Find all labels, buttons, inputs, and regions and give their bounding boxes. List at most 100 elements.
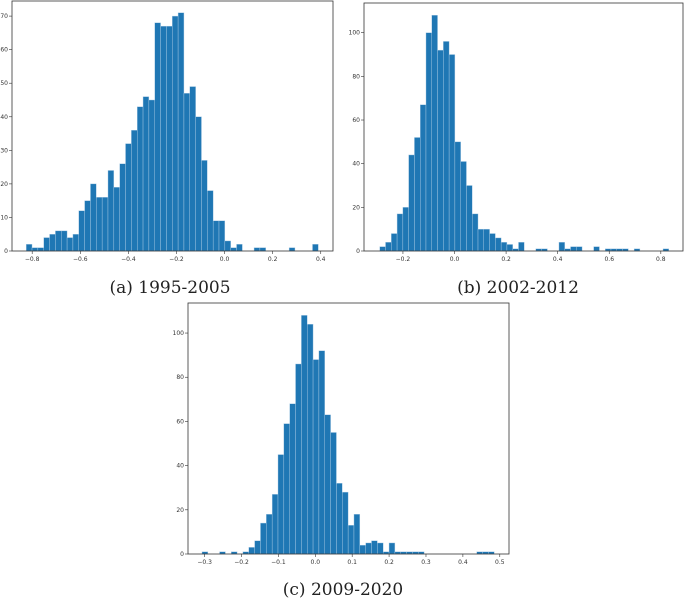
histogram-bar [72, 234, 79, 252]
x-tick-label: −0.2 [396, 256, 411, 263]
histogram-bar [189, 86, 196, 252]
histogram-bar [379, 246, 386, 252]
histogram-c: −0.3 −0.2 −0.1 0.0 0.1 0.2 0.3 0.4 0.5 0 20 40 60 80 1… [160, 295, 520, 570]
histogram-bar [78, 210, 85, 252]
histogram-bar [408, 154, 415, 252]
histogram-bar [172, 15, 179, 252]
histogram-bar [224, 240, 231, 252]
y-tick-label: 0 [4, 248, 8, 255]
histogram-bar [365, 542, 372, 555]
x-tick-label: 0.2 [501, 256, 511, 263]
histogram-bar [66, 237, 74, 252]
histogram-bar [385, 242, 392, 252]
y-tick-label: 0 [180, 551, 184, 558]
caption-a: (a) 1995-2005 [109, 278, 231, 298]
histogram-bar [570, 246, 577, 252]
x-tick-label: 0.4 [458, 559, 468, 566]
histogram-bar [448, 54, 456, 252]
histogram-bar [396, 213, 404, 252]
histogram-bar [31, 247, 39, 252]
histogram-bar [472, 213, 479, 252]
histogram-bar [414, 137, 421, 252]
x-tick-label: −0.2 [169, 256, 184, 263]
histogram-bar [336, 483, 343, 555]
histogram-bar [347, 525, 355, 555]
histogram-bar [324, 414, 331, 555]
y-tick-label: 60 [0, 47, 8, 54]
histogram-bar [289, 403, 296, 555]
y-tick-label: 80 [176, 374, 184, 381]
histogram-bar [495, 237, 502, 252]
y-tick-label: 70 [0, 13, 8, 20]
histogram-bar [230, 247, 237, 252]
x-tick-label: 0.4 [316, 256, 326, 263]
y-tick-label: 100 [173, 330, 185, 337]
histogram-bar [489, 233, 496, 252]
histogram-bar [55, 230, 62, 252]
histogram-bar [107, 170, 115, 252]
histogram-bar [402, 207, 409, 252]
histogram-bar [90, 183, 97, 252]
histogram-bar [96, 197, 103, 252]
histogram-bar [359, 544, 366, 555]
x-tick-label: 0.2 [268, 256, 278, 263]
histogram-bar [437, 49, 444, 252]
y-tick-label: 40 [176, 463, 184, 470]
histogram-bar [254, 540, 261, 555]
histogram-bar [119, 163, 126, 252]
histogram-b: −0.2 0.0 0.2 0.4 0.6 0.8 0 20 40 60 80 100 [340, 0, 685, 265]
caption-c: (c) 2009-2020 [282, 580, 404, 600]
histogram-bar [259, 247, 266, 252]
x-tick-label: 0.8 [656, 256, 666, 263]
histogram-bar [49, 234, 56, 252]
plot-frame [187, 302, 510, 555]
histogram-bar [113, 187, 120, 252]
histogram-bar [43, 237, 50, 252]
histogram-bar [148, 99, 155, 252]
histogram-bar [431, 15, 438, 252]
histogram-bar [131, 129, 138, 252]
histogram-bar [500, 242, 508, 252]
histogram-bar [207, 190, 214, 252]
x-tick-label: 0.5 [495, 559, 505, 566]
y-tick-label: 40 [0, 114, 8, 121]
y-tick-label: 60 [352, 117, 360, 124]
x-tick-label: −0.6 [73, 256, 88, 263]
x-tick-label: 0.0 [220, 256, 230, 263]
caption-b: (b) 2002-2012 [457, 278, 579, 298]
histogram-bar [466, 185, 473, 252]
histogram-bar [371, 540, 378, 555]
plot-frame [363, 2, 684, 252]
histogram-bar [142, 96, 150, 252]
histogram-bar [253, 247, 261, 252]
histogram-bar [443, 41, 450, 252]
histogram-bar [477, 228, 485, 252]
histogram-b-svg: −0.2 0.0 0.2 0.4 0.6 0.8 0 20 40 60 80 100 [349, 2, 684, 263]
x-tick-label: 0.0 [311, 559, 321, 566]
histogram-bar [454, 141, 461, 252]
histogram-bar [388, 542, 396, 555]
histogram-bar [137, 106, 144, 252]
y-tick-label: 10 [0, 214, 8, 221]
histogram-bar [312, 244, 319, 252]
histogram-bar [312, 359, 320, 555]
y-tick-label: 50 [0, 80, 8, 87]
histogram-bar [84, 200, 91, 252]
histogram-bar [460, 161, 467, 252]
x-tick-label: 0.1 [347, 559, 357, 566]
histogram-bar [506, 244, 513, 252]
histogram-bar [260, 522, 267, 555]
x-tick-label: −0.4 [121, 256, 136, 263]
y-tick-label: 30 [0, 147, 8, 154]
histogram-bar [166, 25, 173, 252]
histogram-bar [61, 230, 68, 252]
histogram-bar [420, 104, 427, 252]
histogram-bar [177, 12, 185, 252]
x-tick-label: 0.4 [553, 256, 563, 263]
x-tick-label: −0.3 [197, 559, 212, 566]
histogram-a: −0.8 −0.6 −0.4 −0.2 0.0 0.2 0.4 0 10 20 30 40 50 60 70 [0, 0, 340, 265]
histogram-bar [593, 246, 600, 252]
histogram-bar [307, 324, 314, 555]
x-tick-label: −0.1 [271, 559, 286, 566]
y-tick-label: 100 [349, 30, 361, 37]
